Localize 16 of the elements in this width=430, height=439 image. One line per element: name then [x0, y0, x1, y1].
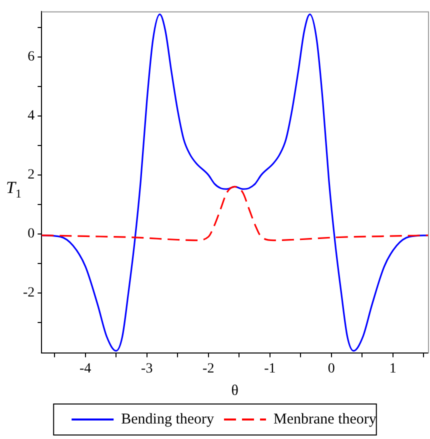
- x-axis-title: θ: [231, 382, 238, 399]
- legend-label: Bending theory: [121, 411, 215, 428]
- y-tick-label: -2: [22, 285, 35, 300]
- legend-label: Menbrane theory: [274, 411, 377, 428]
- x-tick-label: 0: [328, 361, 335, 376]
- y-tick-label: 0: [28, 226, 35, 242]
- x-tick-label: -3: [141, 361, 153, 376]
- x-tick-label: -2: [202, 361, 214, 376]
- y-tick-label: 4: [28, 108, 35, 124]
- x-tick-label: -4: [80, 361, 92, 376]
- x-tick-label: 1: [389, 361, 396, 376]
- y-axis-title: T$_{1}$: [6, 178, 22, 202]
- y-tick-label: 2: [28, 168, 35, 183]
- line-series: [42, 186, 428, 242]
- y-tick-label: 6: [28, 50, 35, 65]
- x-tick-label: -1: [264, 361, 276, 376]
